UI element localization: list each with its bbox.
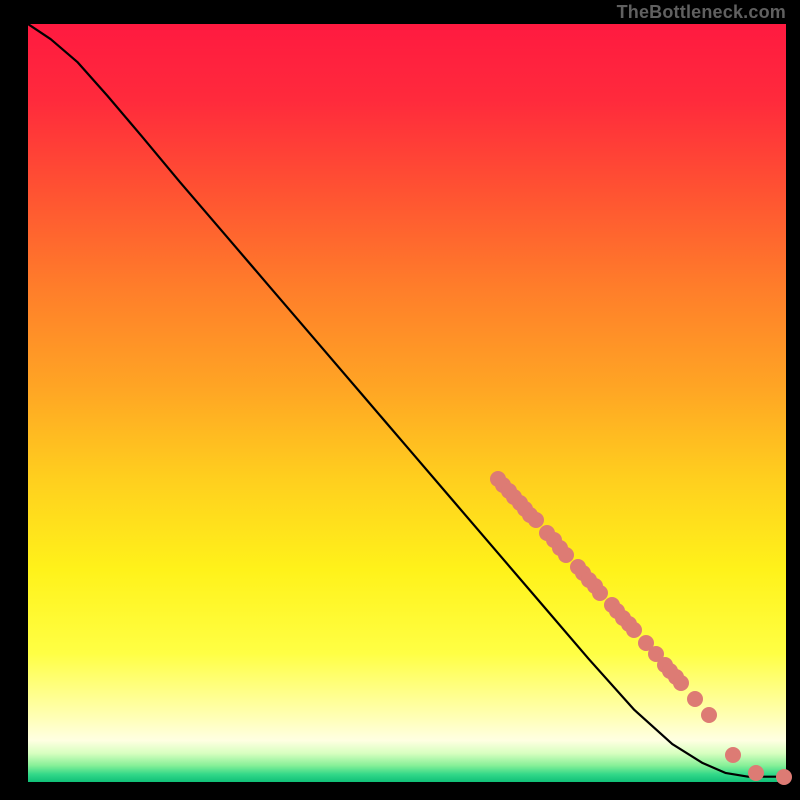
data-marker [748,765,764,781]
data-marker [725,747,741,763]
data-marker [701,707,717,723]
plot-area [28,24,786,782]
data-marker [776,769,792,785]
attribution-text: TheBottleneck.com [617,2,786,23]
chart-container: TheBottleneck.com [0,0,800,800]
data-marker [673,675,689,691]
data-marker [687,691,703,707]
